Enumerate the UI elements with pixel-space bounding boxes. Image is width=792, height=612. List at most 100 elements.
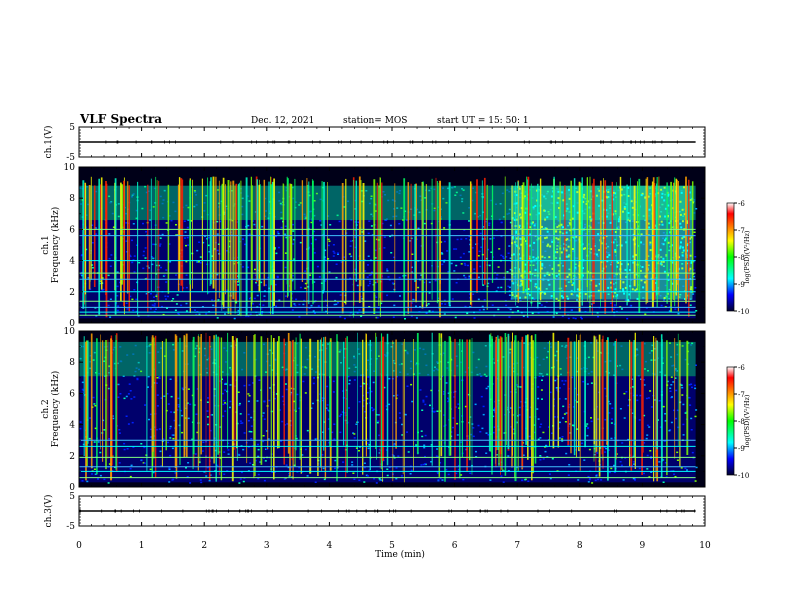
speckle [392, 215, 395, 218]
speckle [395, 215, 398, 217]
speckle [241, 266, 244, 268]
speckle [348, 383, 351, 385]
speckle [224, 410, 227, 412]
speckle [498, 218, 501, 221]
speckle [229, 245, 231, 248]
speckle [380, 280, 382, 283]
x-tick-label: 10 [699, 541, 711, 551]
speckle [260, 312, 263, 314]
speckle [586, 423, 589, 425]
speckle [667, 241, 670, 244]
speckle [207, 397, 209, 399]
speckle [165, 222, 168, 224]
speckle [396, 207, 399, 209]
speckle [443, 259, 446, 261]
speckle [523, 195, 526, 198]
speckle [401, 434, 404, 436]
speckle [368, 469, 371, 471]
speckle [510, 407, 513, 409]
speckle [230, 345, 233, 347]
y-tick-label: 5 [69, 123, 75, 133]
speckle [342, 461, 345, 463]
speckle [502, 470, 505, 472]
speckle [490, 218, 493, 220]
speckle [480, 395, 483, 398]
speckle [379, 479, 382, 481]
speckle [162, 199, 165, 201]
speckle [216, 273, 219, 276]
speckle [516, 218, 519, 221]
speckle [335, 303, 338, 306]
speckle [513, 218, 516, 221]
speckle [370, 358, 373, 360]
speckle [689, 288, 692, 291]
speckle [443, 240, 446, 243]
speckle [585, 425, 588, 427]
speckle [482, 196, 485, 199]
speckle [455, 191, 458, 194]
speckle [647, 195, 650, 198]
speckle [205, 475, 208, 477]
speckle [226, 208, 229, 210]
speckle [360, 374, 363, 376]
speckle [219, 426, 222, 428]
speckle [140, 459, 143, 461]
speckle [556, 350, 559, 353]
speckle [155, 428, 158, 431]
speckle [671, 282, 674, 285]
speckle [576, 211, 579, 214]
speckle [597, 289, 600, 292]
speckle [617, 220, 620, 223]
speckle [688, 191, 691, 194]
speckle [539, 437, 542, 439]
speckle [167, 295, 169, 298]
speckle [472, 435, 475, 438]
speckle [158, 376, 161, 378]
speckle [204, 347, 206, 350]
speckle [499, 203, 502, 205]
speckle [265, 430, 268, 432]
speckle [620, 345, 623, 347]
speckle [349, 277, 352, 280]
speckle [681, 254, 684, 257]
speckle [620, 244, 623, 247]
speckle [348, 253, 351, 255]
speckle [203, 210, 206, 212]
speckle [455, 282, 458, 284]
speckle [290, 391, 293, 394]
speckle [639, 269, 642, 272]
speckle [634, 289, 637, 292]
speckle [298, 466, 301, 469]
speckle [276, 275, 279, 278]
speckle [427, 303, 430, 305]
speckle [124, 206, 127, 209]
speckle [650, 457, 652, 459]
speckle [541, 375, 544, 377]
speckle [240, 422, 243, 424]
speckle [662, 481, 665, 483]
speckle [420, 464, 423, 466]
speckle [335, 276, 338, 279]
speckle [650, 471, 653, 473]
speckle [487, 248, 489, 251]
speckle [249, 313, 252, 316]
speckle [135, 298, 138, 301]
speckle [108, 463, 111, 465]
speckle [386, 268, 389, 270]
speckle [363, 466, 366, 469]
speckle [280, 203, 283, 206]
speckle [247, 266, 250, 269]
speckle [549, 346, 552, 348]
speckle [117, 215, 120, 218]
speckle [626, 317, 629, 320]
speckle [229, 406, 231, 409]
speckle [327, 343, 330, 345]
speckle [603, 208, 606, 211]
speckle [537, 386, 540, 388]
speckle [424, 403, 427, 406]
speckle [595, 475, 598, 477]
speckle [624, 286, 627, 289]
speckle [129, 467, 132, 470]
speckle [624, 457, 627, 459]
